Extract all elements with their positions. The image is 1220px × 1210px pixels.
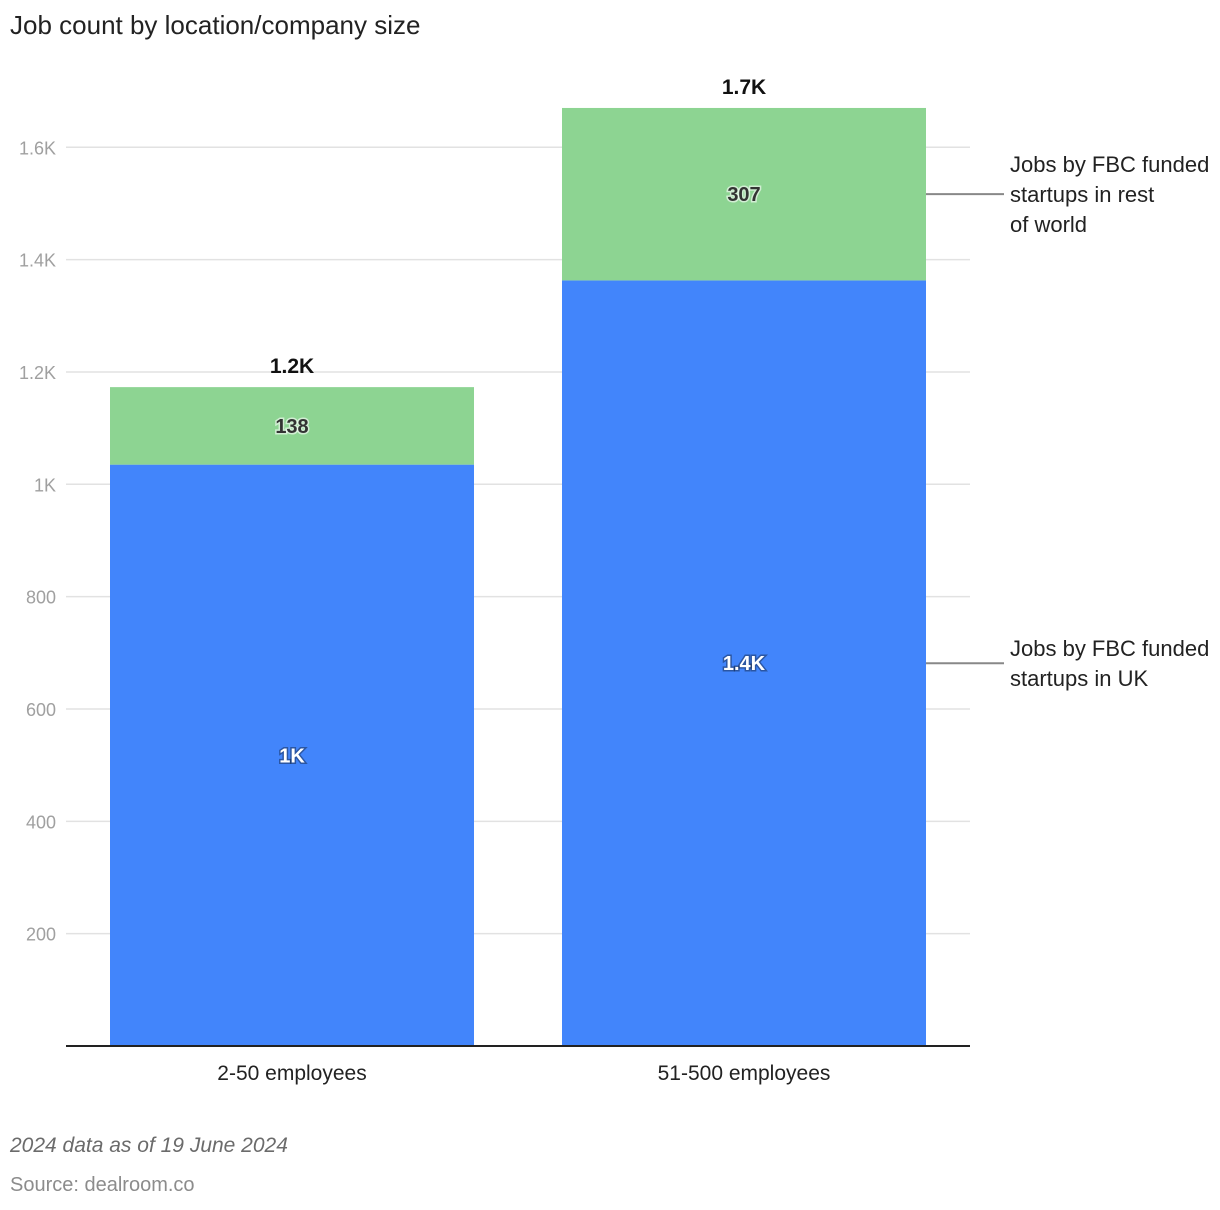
y-tick-label: 1.4K <box>19 251 56 271</box>
legend-entry-line: Jobs by FBC funded <box>1010 152 1209 177</box>
legend-entry-line: startups in rest <box>1010 182 1154 207</box>
bar-segment <box>110 464 474 1046</box>
y-tick-label: 1.6K <box>19 138 56 158</box>
bars <box>110 107 926 1046</box>
legend-entry-line: startups in UK <box>1010 666 1148 691</box>
total-data-label: 1.7K <box>722 76 766 99</box>
source-note: Source: dealroom.co <box>10 1174 195 1196</box>
y-tick-label: 200 <box>26 925 56 945</box>
chart-title: Job count by location/company size <box>10 10 421 40</box>
x-axis: 2-50 employees 51-500 employees <box>66 1045 970 1085</box>
legend-entry-line: of world <box>1010 212 1087 237</box>
x-category-label: 51-500 employees <box>658 1062 831 1085</box>
segment-data-label: 1.4K <box>723 653 766 675</box>
segment-data-label: 307 <box>727 184 760 206</box>
y-tick-label: 600 <box>26 700 56 720</box>
y-tick-label: 800 <box>26 588 56 608</box>
y-tick-label: 400 <box>26 812 56 832</box>
y-tick-label: 1.2K <box>19 363 56 383</box>
y-tick-label: 1K <box>34 475 56 495</box>
legend-entry: Jobs by FBC funded startups in rest of wor… <box>1010 152 1209 237</box>
legend-entry: Jobs by FBC funded startups in UK <box>1010 636 1209 691</box>
bar-segment <box>562 107 926 281</box>
bar-labels: 1K 138 1.2K 1.4K 307 1.7K <box>270 76 767 769</box>
y-axis-ticks: 200 400 600 800 1K 1.2K 1.4K 1.6K <box>19 138 56 944</box>
legend-entry-line: Jobs by FBC funded <box>1010 636 1209 661</box>
bar-segment <box>562 280 926 1046</box>
segment-data-label: 138 <box>275 416 308 438</box>
total-data-label: 1.2K <box>270 355 314 378</box>
footnote: 2024 data as of 19 June 2024 <box>10 1134 288 1157</box>
bar-segment <box>110 387 474 465</box>
segment-data-label: 1K <box>279 745 305 767</box>
x-category-label: 2-50 employees <box>217 1062 366 1085</box>
